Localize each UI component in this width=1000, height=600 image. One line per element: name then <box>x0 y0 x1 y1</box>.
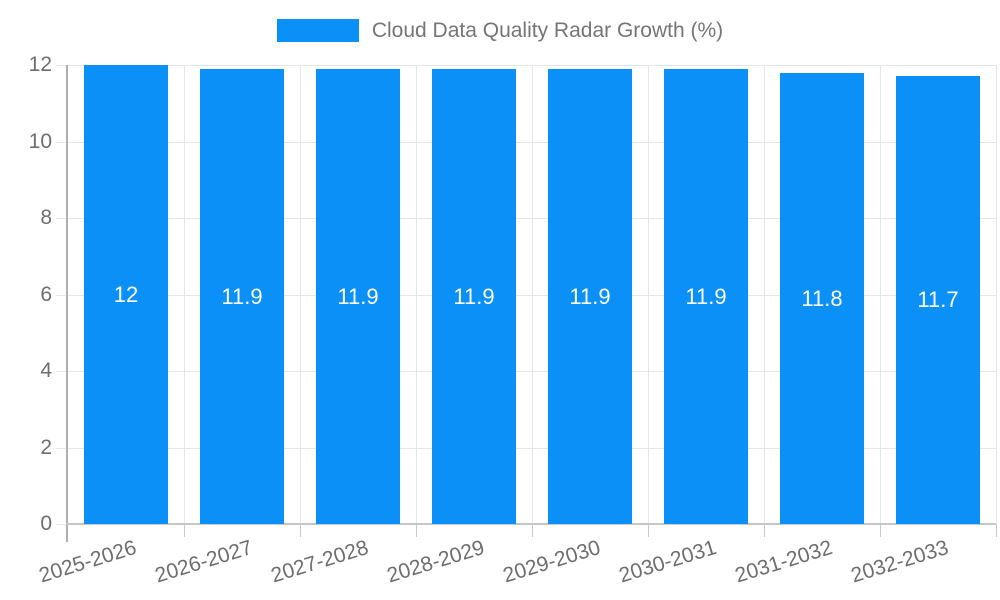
x-tick-label: 2028-2029 <box>383 536 487 588</box>
bar-value-label: 11.9 <box>453 283 495 309</box>
gridline-horizontal <box>56 371 996 372</box>
x-tick-label: 2025-2026 <box>35 536 139 588</box>
bar[interactable]: 11.9 <box>548 69 632 524</box>
x-tick-label: 2030-2031 <box>615 536 719 588</box>
chart-legend: Cloud Data Quality Radar Growth (%) <box>0 19 1000 42</box>
bar[interactable]: 12 <box>84 65 168 524</box>
gridline-vertical <box>880 65 881 524</box>
x-tick-label: 2032-2033 <box>847 536 951 588</box>
y-tick-label: 12 <box>28 53 52 76</box>
x-tick-label: 2031-2032 <box>731 536 835 588</box>
bar-value-label: 11.8 <box>801 285 843 311</box>
bar[interactable]: 11.9 <box>432 69 516 524</box>
x-tick-label: 2027-2028 <box>267 536 371 588</box>
legend-item[interactable]: Cloud Data Quality Radar Growth (%) <box>276 19 724 42</box>
x-axis-tick <box>764 524 765 537</box>
x-axis-tick <box>648 524 649 537</box>
x-axis-tick <box>532 524 533 537</box>
gridline-horizontal <box>56 218 996 219</box>
x-axis-line <box>66 523 996 525</box>
x-axis-tick <box>880 524 881 537</box>
bar[interactable]: 11.9 <box>664 69 748 524</box>
bar-value-label: 11.9 <box>337 283 379 309</box>
y-tick-label: 6 <box>40 283 52 306</box>
x-axis-tick <box>184 524 185 537</box>
bar[interactable]: 11.9 <box>316 69 400 524</box>
gridline-vertical <box>416 65 417 524</box>
gridline-horizontal <box>56 65 996 66</box>
x-tick-label: 2029-2030 <box>499 536 603 588</box>
bar-value-label: 12 <box>113 281 139 307</box>
x-axis-tick <box>416 524 417 537</box>
y-tick-label: 0 <box>40 512 52 535</box>
y-tick-label: 8 <box>40 206 52 229</box>
bar[interactable]: 11.8 <box>780 73 864 524</box>
gridline-horizontal <box>56 295 996 296</box>
gridline-vertical <box>764 65 765 524</box>
bar-value-label: 11.7 <box>917 287 959 312</box>
y-tick-label: 4 <box>40 359 52 382</box>
y-tick-label: 10 <box>28 130 52 153</box>
bar[interactable]: 11.9 <box>200 69 284 524</box>
gridline-horizontal <box>56 142 996 143</box>
bar-value-label: 11.9 <box>685 283 727 309</box>
bar-value-label: 11.9 <box>569 283 611 309</box>
y-tick-label: 2 <box>40 436 52 459</box>
gridline-vertical <box>300 65 301 524</box>
gridline-vertical <box>648 65 649 524</box>
bar[interactable]: 11.7 <box>896 76 980 524</box>
x-axis-tick <box>996 524 997 537</box>
gridline-horizontal <box>56 448 996 449</box>
legend-swatch-icon <box>276 19 359 42</box>
gridline-vertical <box>184 65 185 524</box>
legend-label: Cloud Data Quality Radar Growth (%) <box>371 19 724 42</box>
gridline-vertical <box>996 65 997 524</box>
bar-value-label: 11.9 <box>221 283 263 309</box>
x-axis-tick <box>300 524 301 537</box>
gridline-vertical <box>532 65 533 524</box>
y-axis-line <box>66 65 68 542</box>
x-tick-label: 2026-2027 <box>151 536 255 588</box>
